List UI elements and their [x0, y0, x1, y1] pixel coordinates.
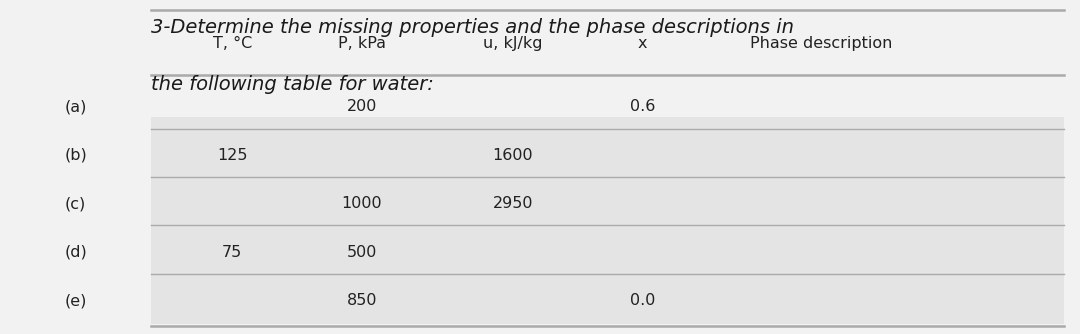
Text: 1600: 1600	[492, 148, 534, 163]
FancyBboxPatch shape	[151, 117, 1064, 324]
Text: (d): (d)	[65, 245, 87, 260]
Text: Phase description: Phase description	[750, 36, 892, 51]
Text: 850: 850	[347, 293, 377, 308]
Text: T, °C: T, °C	[213, 36, 252, 51]
Text: (a): (a)	[65, 100, 87, 114]
Text: 0.0: 0.0	[630, 293, 656, 308]
Text: 1000: 1000	[341, 196, 382, 211]
Text: (c): (c)	[65, 196, 86, 211]
Text: 2950: 2950	[492, 196, 534, 211]
Text: 75: 75	[222, 245, 242, 260]
Text: (e): (e)	[65, 293, 87, 308]
Text: the following table for water:: the following table for water:	[151, 75, 434, 94]
Text: 200: 200	[347, 100, 377, 114]
Text: x: x	[638, 36, 647, 51]
Text: (b): (b)	[65, 148, 87, 163]
Text: u, kJ/kg: u, kJ/kg	[483, 36, 543, 51]
Text: P, kPa: P, kPa	[338, 36, 386, 51]
Text: 500: 500	[347, 245, 377, 260]
Text: 125: 125	[217, 148, 247, 163]
Text: 0.6: 0.6	[630, 100, 656, 114]
Text: 3-Determine the missing properties and the phase descriptions in: 3-Determine the missing properties and t…	[151, 18, 794, 37]
